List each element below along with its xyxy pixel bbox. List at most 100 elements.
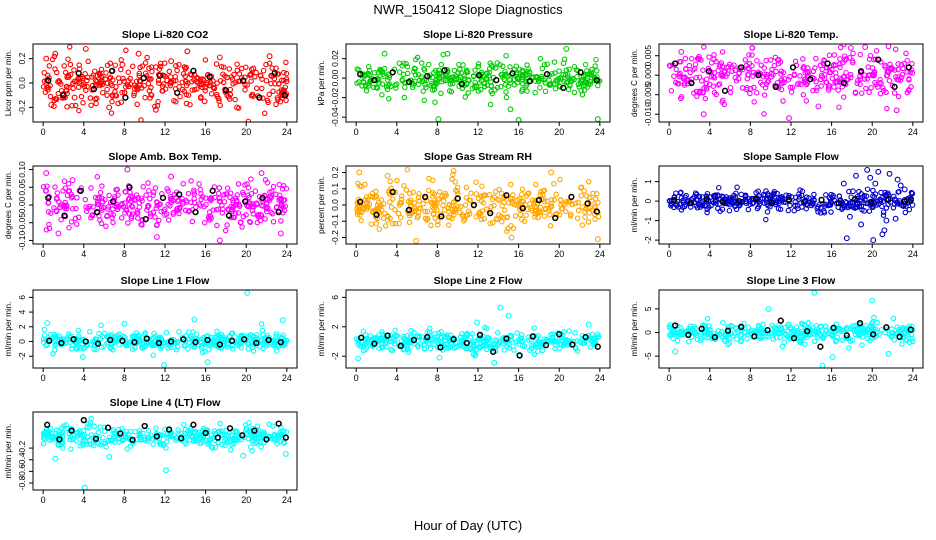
data-point <box>869 65 876 71</box>
data-point <box>763 81 770 88</box>
data-point <box>587 71 594 78</box>
data-point <box>410 189 416 196</box>
data-point <box>153 430 160 437</box>
data-point <box>704 315 711 322</box>
data-point <box>51 331 58 338</box>
data-point <box>177 93 183 100</box>
black-data-point <box>487 209 494 217</box>
data-point <box>81 484 88 490</box>
data-point <box>683 66 689 73</box>
x-tick-label: 8 <box>748 373 753 383</box>
data-point <box>92 432 99 439</box>
data-point <box>560 71 566 78</box>
data-point <box>886 78 893 84</box>
data-point <box>93 100 99 107</box>
data-point <box>165 217 172 223</box>
data-point <box>880 209 887 215</box>
data-point <box>755 204 762 210</box>
data-point <box>93 346 99 353</box>
data-point <box>184 48 191 55</box>
data-point <box>254 219 261 226</box>
data-point <box>416 198 422 204</box>
data-point <box>427 334 434 340</box>
x-tick-label: 16 <box>514 249 524 259</box>
data-point <box>780 69 787 76</box>
black-data-point <box>143 335 150 342</box>
data-point <box>909 202 916 208</box>
data-point <box>68 345 75 352</box>
black-data-point <box>777 317 784 324</box>
y-tick-label: 0.0 <box>17 77 27 89</box>
data-point <box>901 60 908 67</box>
data-point <box>111 430 118 436</box>
y-tick-label: -0.10 <box>17 231 27 251</box>
data-point <box>854 80 860 87</box>
data-point <box>47 331 54 338</box>
data-point <box>64 192 71 199</box>
data-point <box>878 80 884 87</box>
data-point <box>713 91 719 98</box>
data-point <box>858 221 865 228</box>
data-point <box>97 441 104 448</box>
black-data-point <box>840 79 847 87</box>
data-point <box>227 190 234 196</box>
data-point <box>210 338 217 344</box>
data-point <box>237 78 243 84</box>
data-point <box>83 441 90 447</box>
data-point <box>420 201 426 207</box>
data-point <box>821 57 827 63</box>
data-point <box>816 202 822 208</box>
data-point <box>392 327 398 334</box>
data-point <box>41 70 48 76</box>
data-point <box>127 443 134 449</box>
data-point <box>136 72 142 79</box>
data-point <box>403 187 410 193</box>
data-point <box>168 195 175 202</box>
data-point <box>115 100 121 107</box>
data-point <box>866 89 872 96</box>
data-point <box>204 81 210 88</box>
data-point <box>895 66 901 73</box>
data-point <box>240 213 247 220</box>
data-point <box>96 330 102 337</box>
data-point <box>494 330 501 336</box>
data-point <box>777 194 784 201</box>
data-point <box>107 75 113 82</box>
data-point <box>430 210 437 217</box>
data-point <box>729 68 735 74</box>
data-point <box>208 91 215 97</box>
black-data-point <box>58 339 65 347</box>
data-point <box>765 305 772 312</box>
data-point <box>718 329 725 335</box>
data-point <box>72 102 79 109</box>
black-data-point <box>543 71 551 78</box>
data-point <box>271 75 278 82</box>
data-point <box>892 215 899 222</box>
data-point <box>181 421 187 428</box>
data-point <box>83 87 89 94</box>
data-point <box>99 333 106 340</box>
data-point <box>850 50 856 57</box>
data-point <box>535 348 541 355</box>
data-point <box>719 99 725 105</box>
data-point <box>79 354 86 360</box>
x-tick-label: 20 <box>241 249 251 259</box>
data-point <box>217 198 224 205</box>
y-tick-label: -0.04 <box>330 107 340 127</box>
data-point <box>94 174 101 180</box>
data-point <box>801 78 808 85</box>
data-point <box>362 346 369 353</box>
data-point <box>119 425 125 432</box>
data-point <box>421 65 427 72</box>
data-point <box>112 62 119 68</box>
data-point <box>585 178 592 185</box>
data-point <box>571 89 578 96</box>
data-point <box>199 194 206 200</box>
data-point <box>556 68 562 74</box>
data-point <box>173 63 179 69</box>
data-point <box>700 111 707 118</box>
data-point <box>593 56 599 63</box>
data-point <box>98 322 104 329</box>
data-point <box>547 223 554 229</box>
